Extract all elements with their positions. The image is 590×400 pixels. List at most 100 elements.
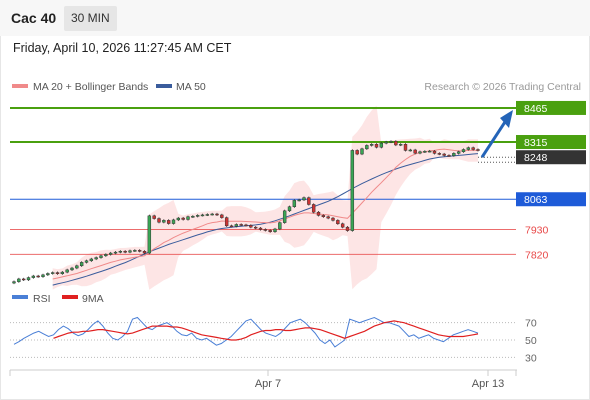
candle — [447, 155, 451, 157]
candle — [79, 262, 84, 267]
candle — [133, 250, 137, 252]
bollinger-band-area — [52, 105, 478, 290]
candle — [152, 215, 156, 219]
candle — [239, 224, 243, 226]
candle — [326, 216, 330, 219]
candle — [336, 220, 340, 225]
candle — [471, 147, 475, 150]
candle — [195, 215, 200, 217]
candle — [379, 142, 384, 148]
candle — [418, 151, 422, 154]
projection-arrow — [480, 109, 513, 159]
candle — [229, 225, 234, 228]
candle — [432, 150, 437, 154]
candle — [70, 267, 74, 271]
candle — [268, 230, 272, 232]
price-levels — [10, 106, 516, 255]
candle — [21, 278, 26, 281]
candle — [84, 260, 89, 263]
x-tick-label: Apr 7 — [255, 378, 281, 390]
candle — [200, 214, 205, 217]
candle — [31, 275, 36, 278]
support2-label: 7820 — [525, 249, 549, 261]
candle — [249, 225, 253, 228]
rsi-ma-line — [53, 320, 479, 341]
candle — [108, 252, 113, 255]
projection-arrow-head — [500, 109, 513, 128]
ma20-legend-swatch — [12, 84, 28, 88]
candle — [137, 250, 142, 252]
rsi-tick-label: 30 — [525, 352, 537, 364]
rsi-legend-swatch — [12, 295, 28, 299]
candle — [360, 148, 364, 155]
candle — [292, 200, 297, 207]
ma50-legend-swatch — [156, 84, 172, 88]
candle — [263, 229, 268, 231]
candle — [215, 213, 219, 216]
rsi-ma-legend-label: 9MA — [82, 293, 104, 305]
candle — [384, 141, 388, 144]
candle — [181, 217, 185, 220]
moving-averages — [52, 148, 479, 286]
candle — [157, 218, 161, 223]
x-axis-labels: Apr 7 Apr 13 — [255, 370, 504, 390]
candle — [355, 150, 359, 155]
current-price-tag — [516, 150, 586, 165]
ma50-line — [52, 153, 479, 286]
chart-header: Cac 40 30 MIN — [0, 0, 590, 36]
rsi-legend-label: RSI — [33, 293, 51, 305]
candle — [461, 149, 466, 153]
candle — [191, 216, 195, 218]
candle — [307, 197, 311, 205]
candle — [287, 206, 292, 212]
candle — [50, 272, 55, 274]
x-tick-label: Apr 13 — [472, 378, 504, 390]
rsi-panel: 70 50 30 — [10, 316, 537, 364]
candle — [316, 211, 321, 216]
candle — [46, 273, 50, 276]
timeframe-button[interactable]: 30 MIN — [64, 6, 117, 31]
candle — [476, 149, 480, 151]
pivot-label: 8063 — [524, 194, 548, 206]
candle — [273, 228, 277, 232]
candle — [94, 257, 98, 260]
candlesticks — [12, 140, 480, 285]
candle — [205, 214, 210, 216]
candle — [224, 217, 229, 227]
candle — [210, 213, 214, 216]
candle — [186, 216, 190, 220]
candle — [321, 215, 326, 217]
candle — [104, 254, 108, 257]
candle — [113, 251, 118, 254]
candle — [365, 145, 369, 150]
candle — [394, 141, 398, 146]
candle — [452, 153, 456, 156]
candle — [36, 275, 40, 278]
candle — [60, 271, 65, 274]
candle — [282, 210, 287, 223]
candle — [398, 144, 403, 146]
instrument-title: Cac 40 — [11, 10, 57, 26]
candle — [26, 277, 31, 281]
candle — [427, 150, 432, 153]
current-price-label: 8248 — [524, 152, 548, 164]
resistance2-label: 8465 — [524, 103, 548, 115]
candle — [17, 278, 21, 282]
candle — [413, 149, 417, 154]
candle — [55, 272, 60, 274]
candle — [350, 150, 355, 231]
candle — [297, 199, 301, 202]
candle — [369, 144, 374, 146]
candle — [234, 224, 239, 227]
candle — [253, 226, 258, 229]
candle — [162, 220, 166, 223]
candle — [408, 149, 413, 152]
candle — [389, 141, 393, 143]
datetime-label: Friday, April 10, 2026 11:27:45 AM CET — [13, 41, 232, 55]
resistance1-tag — [516, 135, 586, 150]
candle — [65, 269, 69, 273]
candle — [166, 220, 171, 224]
resistance1-label: 8315 — [524, 137, 548, 149]
rsi-ma-legend-swatch — [62, 295, 78, 299]
